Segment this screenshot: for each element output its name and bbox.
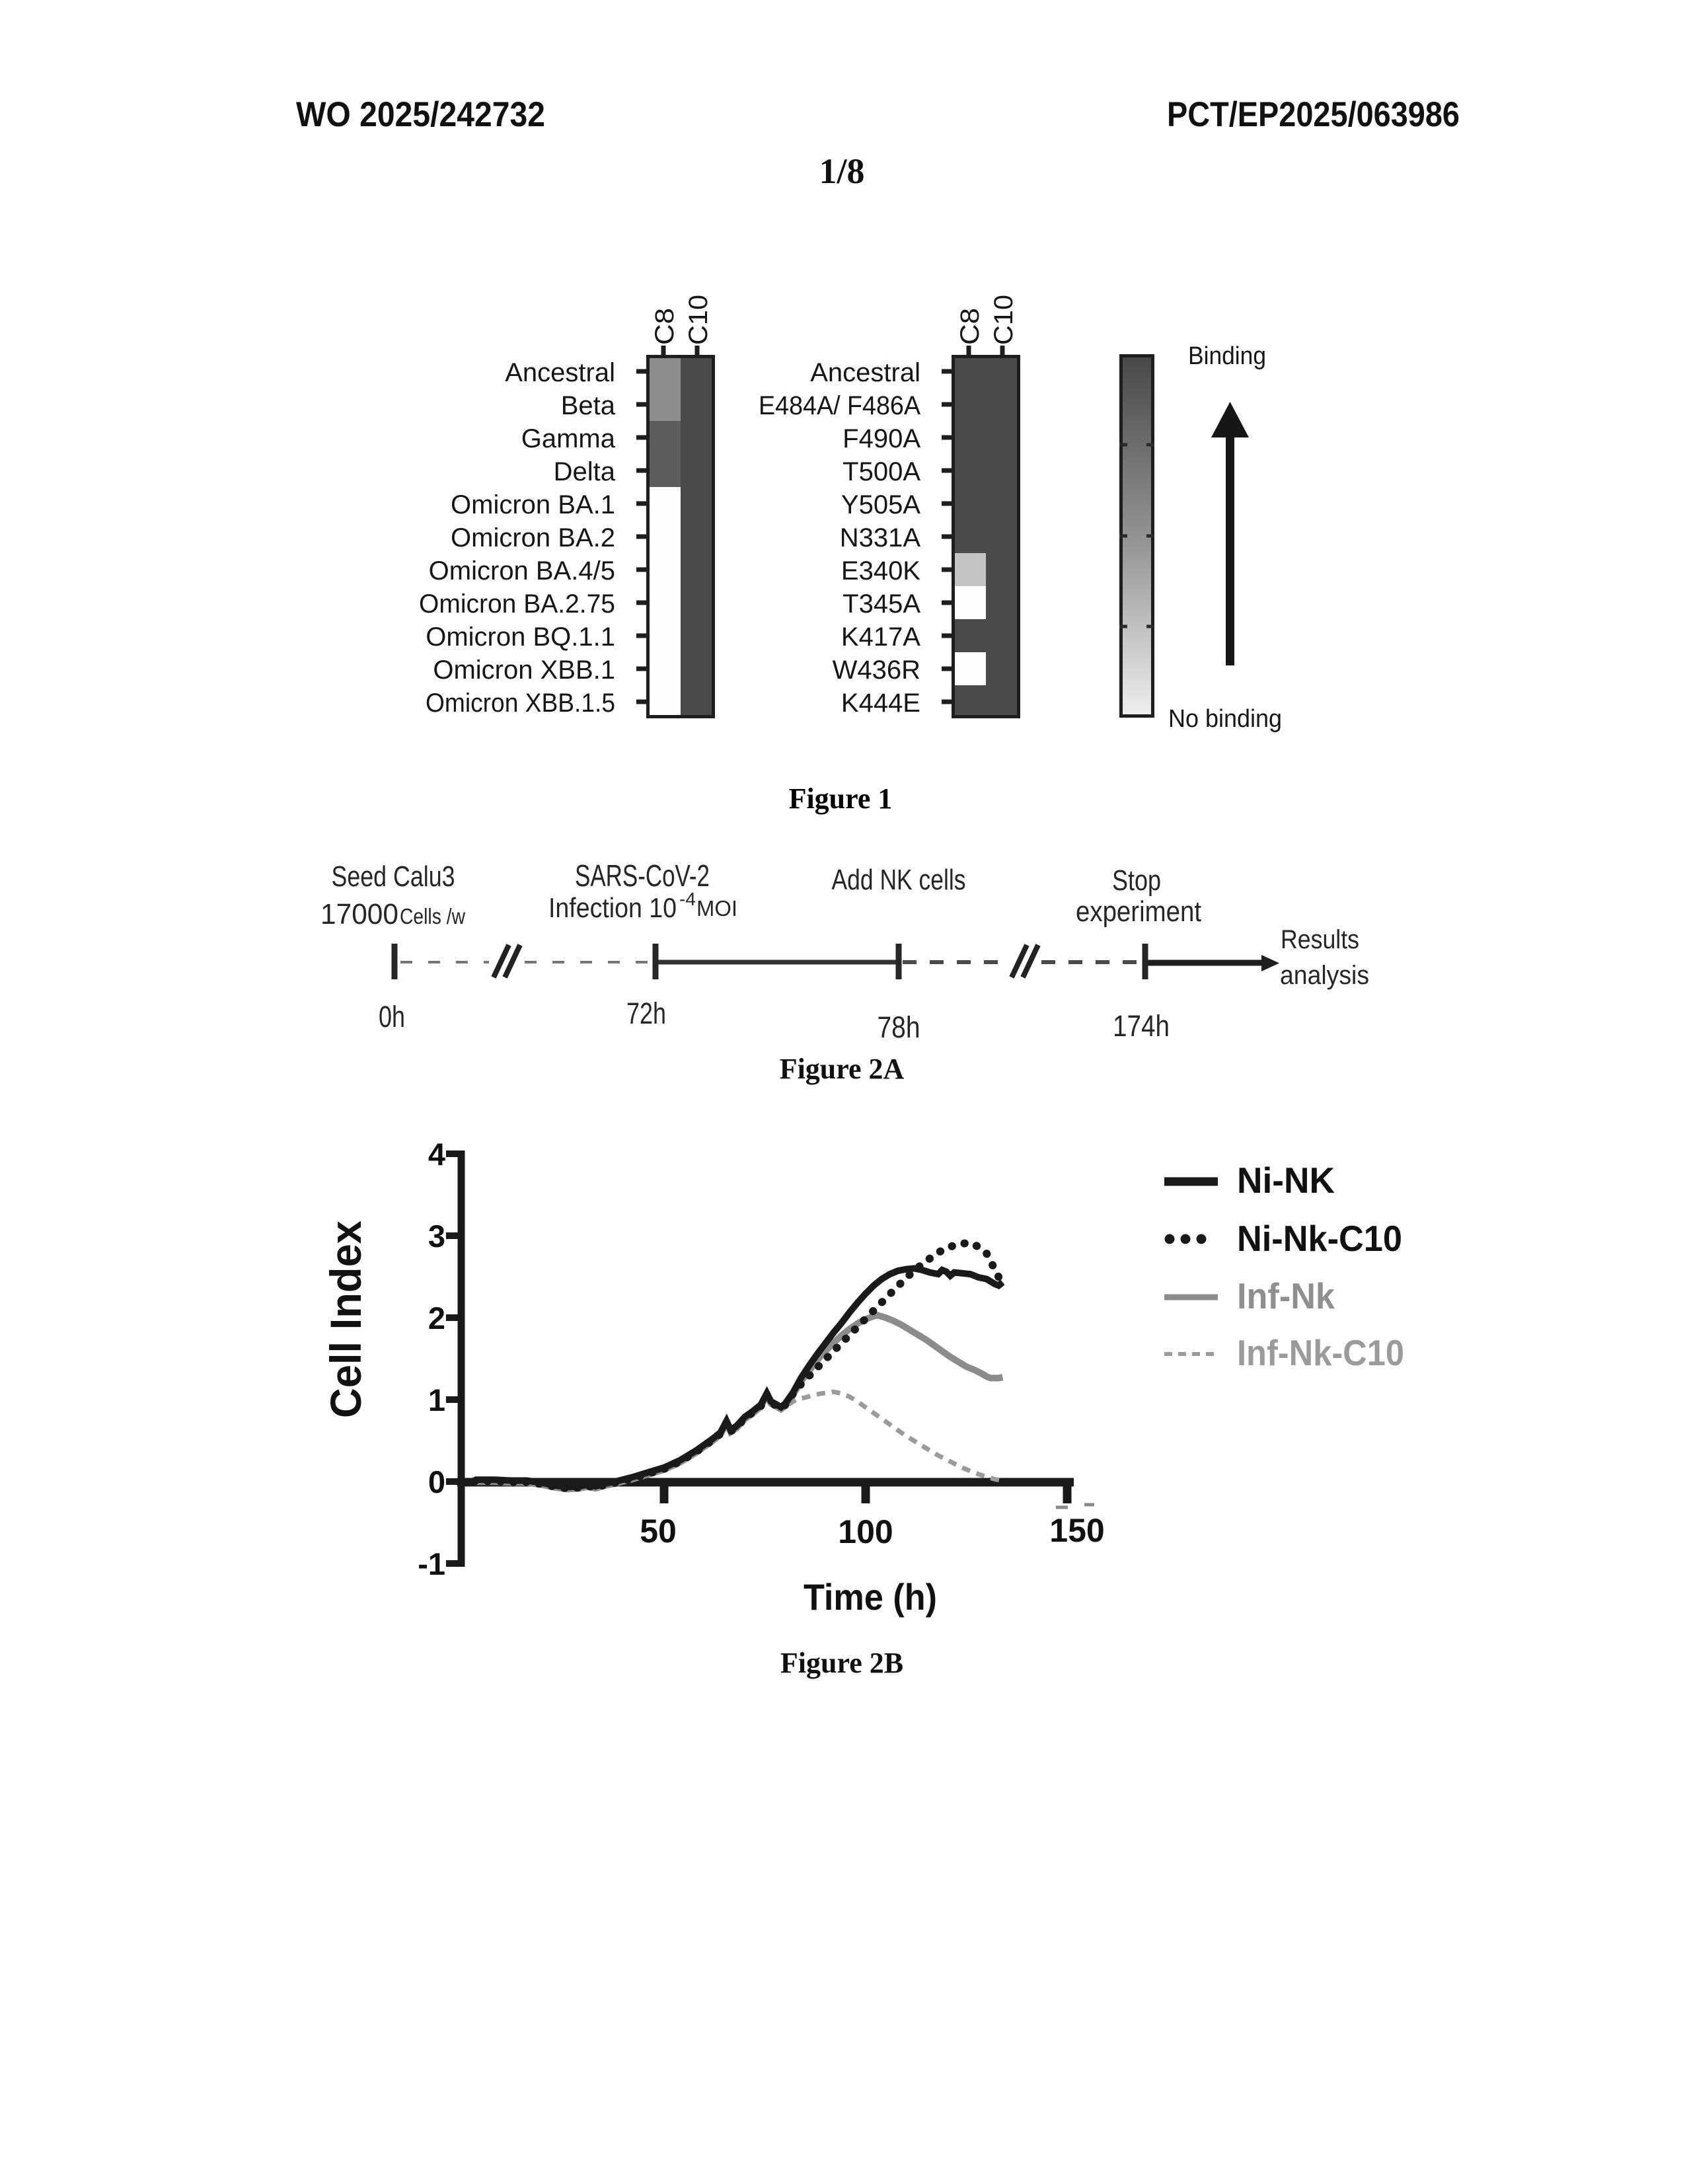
svg-text:WO 2025/242732: WO 2025/242732 — [296, 95, 545, 134]
svg-text:Gamma: Gamma — [521, 424, 616, 453]
svg-text:C10: C10 — [684, 295, 713, 345]
svg-text:-4: -4 — [679, 889, 696, 909]
svg-text:3: 3 — [428, 1219, 445, 1254]
svg-text:E484A/ F486A: E484A/ F486A — [759, 391, 920, 420]
svg-text:Cells /w: Cells /w — [400, 904, 465, 928]
svg-text:Ni-Nk-C10: Ni-Nk-C10 — [1237, 1218, 1402, 1259]
svg-text:2: 2 — [428, 1300, 445, 1336]
svg-text:-1: -1 — [418, 1546, 445, 1581]
svg-text:Stop: Stop — [1112, 864, 1161, 897]
svg-text:Omicron BA.2.75: Omicron BA.2.75 — [419, 589, 615, 619]
svg-text:Omicron BA.4/5: Omicron BA.4/5 — [429, 556, 615, 585]
svg-text:Figure 1: Figure 1 — [789, 782, 893, 815]
svg-text:Inf-Nk: Inf-Nk — [1237, 1275, 1335, 1316]
svg-text:150: 150 — [1049, 1512, 1104, 1549]
svg-text:Delta: Delta — [554, 457, 616, 486]
svg-text:Beta: Beta — [561, 391, 616, 420]
svg-text:Ancestral: Ancestral — [505, 358, 615, 387]
svg-text:Cell Index: Cell Index — [321, 1221, 370, 1418]
svg-text:100: 100 — [838, 1513, 893, 1550]
svg-text:0: 0 — [428, 1464, 445, 1499]
svg-text:PCT/EP2025/063986: PCT/EP2025/063986 — [1167, 95, 1460, 134]
svg-text:1/8: 1/8 — [819, 151, 864, 191]
svg-text:Time (h): Time (h) — [804, 1576, 937, 1618]
svg-text:C10: C10 — [989, 295, 1018, 345]
svg-text:Omicron BA.2: Omicron BA.2 — [451, 523, 615, 552]
svg-text:174h: 174h — [1113, 1009, 1170, 1043]
svg-text:K417A: K417A — [841, 622, 920, 652]
svg-text:analysis: analysis — [1280, 961, 1369, 990]
svg-text:C8: C8 — [650, 308, 679, 345]
svg-text:K444E: K444E — [841, 689, 920, 718]
svg-text:Figure 2B: Figure 2B — [780, 1647, 903, 1679]
svg-text:C8: C8 — [955, 308, 985, 345]
svg-text:Add NK cells: Add NK cells — [832, 864, 966, 896]
svg-text:50: 50 — [640, 1513, 677, 1550]
svg-text:Y505A: Y505A — [841, 490, 920, 519]
svg-text:Inf-Nk-C10: Inf-Nk-C10 — [1237, 1332, 1404, 1373]
svg-text:MOI: MOI — [696, 896, 737, 921]
svg-text:Figure 2A: Figure 2A — [780, 1053, 905, 1085]
svg-text:Omicron XBB.1.5: Omicron XBB.1.5 — [426, 689, 615, 718]
svg-text:0h: 0h — [379, 1000, 405, 1034]
svg-text:Omicron XBB.1: Omicron XBB.1 — [433, 656, 615, 685]
svg-text:Ni-NK: Ni-NK — [1237, 1160, 1335, 1201]
svg-text:78h: 78h — [878, 1010, 920, 1044]
svg-text:F490A: F490A — [842, 424, 920, 453]
svg-text:Ancestral: Ancestral — [810, 358, 920, 387]
svg-text:T500A: T500A — [842, 457, 920, 486]
svg-text:experiment: experiment — [1076, 895, 1201, 928]
svg-text:No binding: No binding — [1168, 705, 1282, 733]
svg-text:17000: 17000 — [320, 898, 398, 930]
svg-text:T345A: T345A — [842, 589, 920, 619]
svg-text:N331A: N331A — [840, 523, 921, 552]
svg-text:SARS-CoV-2: SARS-CoV-2 — [575, 858, 710, 893]
svg-text:Binding: Binding — [1188, 342, 1266, 370]
svg-text:Results: Results — [1281, 925, 1359, 954]
svg-text:Omicron BQ.1.1: Omicron BQ.1.1 — [426, 622, 615, 652]
svg-text:1: 1 — [428, 1382, 445, 1417]
svg-text:W436R: W436R — [833, 656, 920, 685]
svg-text:Infection 10: Infection 10 — [548, 892, 677, 923]
svg-text:72h: 72h — [626, 997, 666, 1030]
svg-text:E340K: E340K — [841, 556, 920, 585]
svg-text:Omicron BA.1: Omicron BA.1 — [451, 490, 615, 519]
svg-text:4: 4 — [428, 1137, 445, 1172]
svg-text:Seed Calu3: Seed Calu3 — [332, 860, 455, 893]
